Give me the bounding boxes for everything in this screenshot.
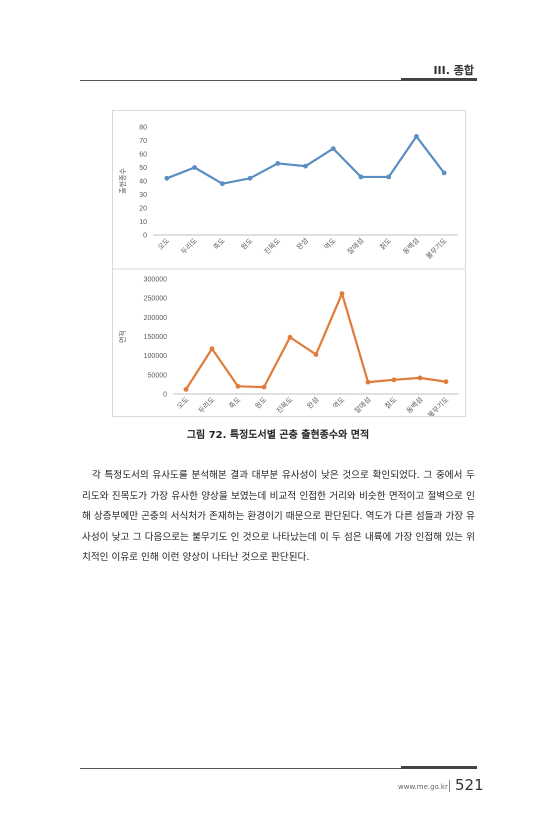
footer-url: www.me.go.kr xyxy=(398,783,448,791)
header-rule xyxy=(80,80,477,81)
x-tick-label: 오도 xyxy=(176,395,191,410)
x-tick-label: 잘매섬 xyxy=(352,395,372,415)
x-tick-label: 잘매섬 xyxy=(345,236,365,256)
body-paragraph: 각 특정도서의 유사도를 분석해본 결과 대부분 유사성이 낮은 것으로 확인되… xyxy=(82,470,475,564)
body-paragraph-block: 각 특정도서의 유사도를 분석해본 결과 대부분 유사성이 낮은 것으로 확인되… xyxy=(82,466,475,569)
data-point xyxy=(235,383,241,389)
x-tick-label: 두리도 xyxy=(196,395,216,415)
data-point xyxy=(313,352,319,357)
x-tick-label: 불무기도 xyxy=(424,236,449,261)
x-tick-label: 죽도 xyxy=(212,236,227,251)
data-point xyxy=(261,384,267,390)
y-tick-label: 100000 xyxy=(144,353,167,360)
y-tick-label: 30 xyxy=(139,192,147,199)
y-tick-label: 80 xyxy=(139,125,147,132)
x-tick-label: 오도 xyxy=(157,236,172,251)
y-tick-label: 0 xyxy=(143,233,147,240)
data-point xyxy=(417,375,423,381)
x-tick-label: 칡도 xyxy=(378,236,393,251)
x-tick-label: 역도 xyxy=(322,236,338,252)
x-tick-label: 원도 xyxy=(239,236,255,252)
data-point xyxy=(358,174,364,180)
data-point xyxy=(192,165,197,170)
x-tick-label: 진목도 xyxy=(262,236,282,256)
data-point xyxy=(414,134,419,139)
x-tick-label: 불무기도 xyxy=(426,395,451,416)
figure-caption: 그림 72. 특정도서별 곤충 출현종수와 면적 xyxy=(186,430,370,441)
x-tick-label: 완섬 xyxy=(305,395,320,410)
data-point xyxy=(330,146,336,151)
y-tick-label: 50000 xyxy=(148,372,168,379)
footer-separator xyxy=(449,780,450,792)
page-number: 521 xyxy=(455,776,484,794)
y-tick-label: 50 xyxy=(139,165,147,172)
series-line xyxy=(166,135,446,185)
data-point xyxy=(441,170,447,176)
y-axis-label: 출현종수 xyxy=(118,168,127,194)
data-point xyxy=(275,161,281,166)
x-tick-label: 두리도 xyxy=(179,236,199,256)
data-point xyxy=(365,379,371,385)
x-tick-label: 진목도 xyxy=(274,395,294,415)
data-point xyxy=(183,387,189,392)
data-point xyxy=(164,175,170,181)
data-point xyxy=(386,174,392,180)
x-tick-label: 동백섬 xyxy=(404,395,424,415)
y-tick-label: 200000 xyxy=(144,315,167,322)
y-tick-label: 70 xyxy=(139,138,147,145)
data-point xyxy=(339,291,345,296)
x-tick-label: 원도 xyxy=(253,395,269,411)
x-tick-label: 칡도 xyxy=(384,395,399,410)
x-tick-label: 완섬 xyxy=(294,236,309,251)
y-tick-label: 60 xyxy=(139,152,147,159)
data-point xyxy=(247,175,253,181)
y-tick-label: 10 xyxy=(139,219,147,226)
figure-charts: 0 10 20 30 40 50 60 70 80 출현종수 오도 두리도 죽도 원도 진목도 완섬 역도 잘매섬… xyxy=(112,110,466,417)
data-point xyxy=(219,181,225,187)
header-rule-accent xyxy=(401,78,477,81)
y-tick-label: 150000 xyxy=(144,334,167,341)
x-tick-label: 동백섬 xyxy=(401,236,421,256)
x-tick-label: 역도 xyxy=(331,395,347,411)
y-tick-label: 20 xyxy=(139,206,147,213)
data-point xyxy=(287,334,293,340)
series-line xyxy=(185,292,447,390)
data-point xyxy=(443,379,449,385)
footer-rule xyxy=(80,768,477,769)
footer-rule-accent xyxy=(401,766,477,769)
y-tick-label: 300000 xyxy=(144,277,167,284)
section-label: III. 종합 xyxy=(433,64,474,77)
data-point xyxy=(209,346,215,352)
data-point xyxy=(303,163,308,169)
y-tick-label: 250000 xyxy=(144,296,167,303)
y-axis-label: 면적 xyxy=(118,330,127,343)
data-point xyxy=(391,377,397,383)
y-tick-label: 40 xyxy=(139,179,147,186)
y-tick-label: 0 xyxy=(163,392,167,399)
x-tick-label: 죽도 xyxy=(228,395,243,410)
